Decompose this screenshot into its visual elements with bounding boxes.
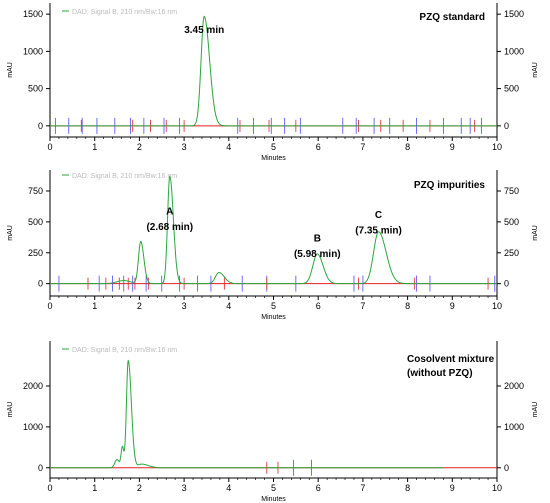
x-tick-label: 6 <box>316 483 321 493</box>
x-tick-label: 2 <box>137 483 142 493</box>
signal-trace <box>50 175 497 285</box>
signal-trace <box>50 15 497 127</box>
y-tick-label-left: 0 <box>38 279 43 289</box>
panel-title-line: (without PZQ) <box>407 368 473 379</box>
peak-annotation: (7.35 min) <box>355 226 402 237</box>
x-tick-label: 2 <box>137 301 142 311</box>
y-axis-label-left: mAU <box>7 62 14 78</box>
y-tick-label-right: 0 <box>504 121 509 131</box>
y-tick-label-left: 250 <box>28 248 43 258</box>
x-tick-label: 1 <box>92 301 97 311</box>
y-tick-label-right: 500 <box>504 84 519 94</box>
x-tick-label: 3 <box>182 142 187 152</box>
y-tick-label-left: 750 <box>28 186 43 196</box>
y-tick-label-right: 1500 <box>504 9 524 19</box>
x-tick-label: 7 <box>360 142 365 152</box>
x-tick-label: 8 <box>405 301 410 311</box>
y-tick-label-right: 1000 <box>504 46 524 56</box>
peak-annotation: (5.98 min) <box>294 249 341 260</box>
x-tick-label: 3 <box>182 301 187 311</box>
x-tick-label: 7 <box>360 483 365 493</box>
y-axis-label-right: mAU <box>532 402 539 418</box>
y-tick-label-right: 0 <box>504 279 509 289</box>
x-tick-label: 1 <box>92 483 97 493</box>
x-tick-label: 0 <box>47 301 52 311</box>
y-tick-label-left: 0 <box>38 121 43 131</box>
y-tick-label-right: 1000 <box>504 422 524 432</box>
x-tick-label: 0 <box>47 483 52 493</box>
y-tick-label-left: 1500 <box>23 9 43 19</box>
panel-title-line: Cosolvent mixture <box>407 354 495 365</box>
y-tick-label-left: 1000 <box>23 46 43 56</box>
x-tick-label: 1 <box>92 142 97 152</box>
x-tick-label: 4 <box>226 483 231 493</box>
x-tick-label: 10 <box>492 142 502 152</box>
x-tick-label: 3 <box>182 483 187 493</box>
peak-annotation: A <box>166 206 173 217</box>
x-tick-label: 7 <box>360 301 365 311</box>
y-tick-label-left: 2000 <box>23 381 43 391</box>
x-tick-label: 6 <box>316 142 321 152</box>
y-tick-label-left: 500 <box>28 217 43 227</box>
peak-annotation: C <box>375 210 382 221</box>
chart-panel-2: 0 1 2 3 4 5 6 7 8 9 10 Minutes 0 0 250 250 500 500 750 750 m… <box>7 170 539 321</box>
y-tick-label-right: 2000 <box>504 381 524 391</box>
peak-annotation: 3.45 min <box>184 25 224 36</box>
x-tick-label: 9 <box>450 142 455 152</box>
y-axis-label-left: mAU <box>7 225 14 241</box>
signal-trace <box>50 359 444 469</box>
y-axis-label-right: mAU <box>532 225 539 241</box>
y-tick-label-left: 0 <box>38 463 43 473</box>
x-tick-label: 4 <box>226 142 231 152</box>
x-tick-label: 5 <box>271 142 276 152</box>
panel-title: PZQ standard <box>419 12 485 23</box>
legend-label: DAD: Signal B, 210 nm/Bw:16 nm <box>72 347 177 354</box>
x-tick-label: 2 <box>137 142 142 152</box>
y-tick-label-right: 500 <box>504 217 519 227</box>
x-tick-label: 9 <box>450 301 455 311</box>
y-tick-label-right: 250 <box>504 248 519 258</box>
x-tick-label: 8 <box>405 142 410 152</box>
x-tick-label: 5 <box>271 301 276 311</box>
y-tick-label-left: 1000 <box>23 422 43 432</box>
x-tick-label: 5 <box>271 483 276 493</box>
peak-annotation: (2.68 min) <box>146 222 193 233</box>
x-axis-label: Minutes <box>261 496 286 503</box>
x-tick-label: 10 <box>492 301 502 311</box>
legend-label: DAD: Signal B, 210 nm/Bw:16 nm <box>72 9 177 16</box>
y-axis-label-right: mAU <box>532 62 539 78</box>
x-tick-label: 4 <box>226 301 231 311</box>
x-tick-label: 0 <box>47 142 52 152</box>
x-tick-label: 6 <box>316 301 321 311</box>
x-tick-label: 9 <box>450 483 455 493</box>
x-axis-label: Minutes <box>261 314 286 321</box>
y-tick-label-right: 750 <box>504 186 519 196</box>
peak-annotation: B <box>314 234 321 245</box>
chart-panel-1: 0 1 2 3 4 5 6 7 8 9 10 Minutes 0 0 500 500 1000 1000 1500 1… <box>7 3 539 162</box>
x-tick-label: 10 <box>492 483 502 493</box>
y-tick-label-left: 500 <box>28 84 43 94</box>
y-axis-label-left: mAU <box>7 402 14 418</box>
y-tick-label-right: 0 <box>504 463 509 473</box>
legend-label: DAD: Signal B, 210 nm/Bw:16 nm <box>72 173 177 180</box>
panel-title: PZQ impurities <box>414 180 486 191</box>
x-axis-label: Minutes <box>261 155 286 162</box>
x-tick-label: 8 <box>405 483 410 493</box>
